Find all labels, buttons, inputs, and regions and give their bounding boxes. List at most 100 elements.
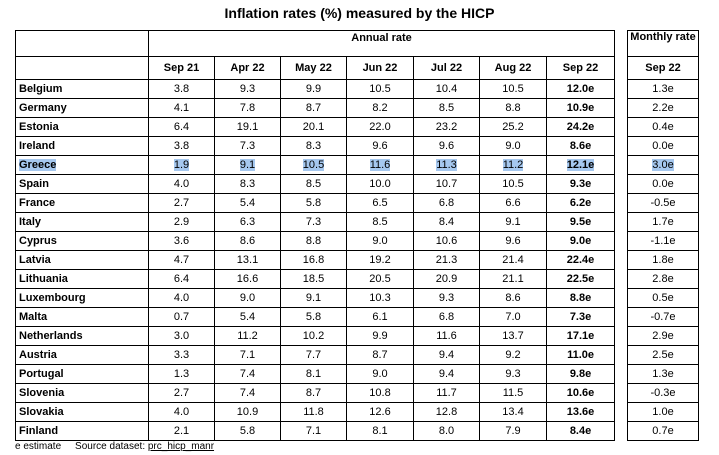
monthly-row: 1.8e [627,250,699,270]
monthly-value-text: 1.3e [652,82,674,95]
table-row: Greece 1.9 9.1 10.5 11.6 11.3 11.2 12.1e [15,155,616,175]
value-cell: 12.1e [545,155,616,175]
country-cell: Slovakia [15,402,149,422]
value-cell: 9.1 [280,288,347,308]
country-cell: France [15,193,149,213]
value-text: 1.3 [173,367,190,380]
value-text: 22.0 [369,120,391,133]
country-cell: Netherlands [15,326,149,346]
monthly-value-text: 0.0e [652,177,674,190]
column-header: Aug 22 [479,56,547,80]
corner-cell [15,30,149,57]
value-text: 5.8 [305,196,322,209]
value-cell: 10.8 [346,383,414,403]
value-cell: 7.4 [214,364,281,384]
value-text: 2.1 [173,424,190,437]
value-text: 7.0 [505,310,521,323]
monthly-row: 2.5e [627,345,699,365]
value-text: 6.3 [239,215,256,228]
country-cell: Greece [15,155,149,175]
value-cell: 18.5 [280,269,347,289]
value-text: 7.4 [239,367,256,380]
table-row: France 2.7 5.4 5.8 6.5 6.8 6.6 6.2e [15,193,616,213]
country-cell: Latvia [15,250,149,270]
value-text: 10.5 [502,177,524,190]
value-cell: 7.1 [280,421,347,441]
monthly-value-cell: 0.5e [627,288,699,308]
value-cell: 17.1e [545,326,616,346]
monthly-value-cell: 3.0e [627,155,699,175]
value-cell: 7.1 [214,345,281,365]
value-cell: 8.7 [346,345,414,365]
value-text: 10.5 [302,158,325,171]
value-cell: 10.5 [280,155,347,175]
value-text: 9.1 [505,215,521,228]
value-text: 8.4e [569,424,592,437]
value-cell: 9.4 [413,364,480,384]
country-name: Luxembourg [19,291,86,304]
value-text: 9.4 [438,367,455,380]
monthly-value-text: 2.5e [652,348,674,361]
value-cell: 9.6 [413,136,480,156]
value-cell: 25.2 [479,117,547,137]
value-cell: 21.1 [479,269,547,289]
value-cell: 8.1 [280,364,347,384]
value-text: 9.4 [438,348,455,361]
value-cell: 2.9 [148,212,215,232]
value-text: 9.3 [438,291,455,304]
value-text: 8.3 [305,139,322,152]
value-text: 8.5 [305,177,322,190]
value-cell: 9.4 [413,345,480,365]
value-text: 5.4 [239,310,256,323]
country-cell: Spain [15,174,149,194]
monthly-row: 1.7e [627,212,699,232]
value-text: 10.9e [566,101,595,114]
value-text: 2.9 [173,215,190,228]
annual-rate-table: Annual rate Sep 21 Apr 22 May 22 Jun 22 Jul … [15,30,616,441]
value-text: 8.7 [305,101,322,114]
value-cell: 8.2 [346,98,414,118]
value-cell: 8.3 [280,136,347,156]
country-name: Slovakia [19,405,64,418]
value-text: 12.0e [566,82,595,95]
value-text: 5.8 [239,424,256,437]
value-cell: 4.1 [148,98,215,118]
monthly-row: 0.0e [627,174,699,194]
monthly-row: 0.7e [627,421,699,441]
value-cell: 8.7 [280,383,347,403]
value-cell: 21.3 [413,250,480,270]
source-dataset-link[interactable]: prc_hicp_manr [147,441,215,452]
country-name: Portugal [19,367,64,380]
value-cell: 10.6e [545,383,616,403]
value-text: 8.7 [305,386,322,399]
value-text: 9.6 [372,139,388,152]
value-text: 19.1 [236,120,259,133]
monthly-value-cell: 2.2e [627,98,699,118]
value-cell: 5.8 [280,193,347,213]
value-cell: 9.2 [479,345,547,365]
monthly-value-text: -0.3e [650,386,676,399]
value-cell: 9.1 [479,212,547,232]
monthly-row: 1.0e [627,402,699,422]
value-cell: 0.7 [148,307,215,327]
value-text: 11.3 [436,158,457,171]
source-label: Source dataset: [75,441,146,452]
value-text: 6.1 [372,310,388,323]
table-row: Malta 0.7 5.4 5.8 6.1 6.8 7.0 7.3e [15,307,616,327]
value-text: 3.6 [173,234,190,247]
country-cell: Estonia [15,117,149,137]
value-cell: 8.5 [346,212,414,232]
value-cell: 12.6 [346,402,414,422]
value-cell: 4.7 [148,250,215,270]
value-text: 19.2 [369,253,391,266]
monthly-row: 3.0e [627,155,699,175]
value-cell: 22.4e [545,250,616,270]
monthly-value-cell: 2.9e [627,326,699,346]
value-cell: 7.9 [479,421,547,441]
monthly-value-text: 0.0e [652,139,674,152]
value-cell: 9.3 [479,364,547,384]
value-text: 16.8 [302,253,325,266]
value-cell: 19.2 [346,250,414,270]
value-cell: 16.6 [214,269,281,289]
value-cell: 9.6 [346,136,414,156]
